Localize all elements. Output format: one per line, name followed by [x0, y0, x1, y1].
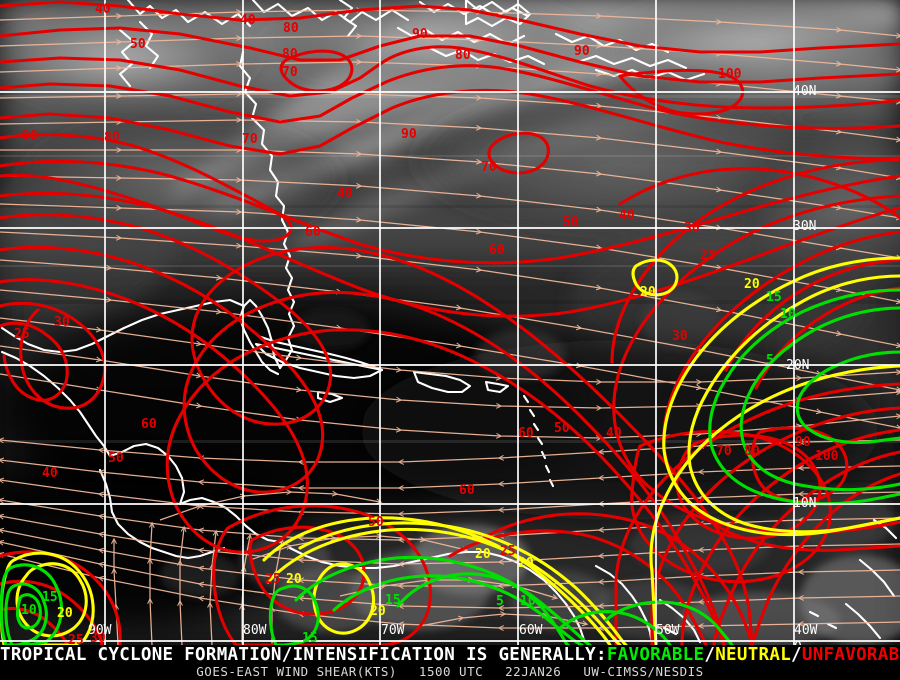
contour-label-c-80-e: 80	[744, 444, 760, 459]
contour-label-c-90-d: 90	[401, 127, 417, 142]
contour-label-c-20-y4: 20	[286, 572, 302, 587]
contour-label-c-50-b: 50	[563, 215, 579, 230]
contour-label-c-10-g1: 10	[780, 307, 796, 322]
graticule-label-lon-50w: 50W	[656, 623, 680, 638]
legend-unfavorable: UNFAVORABLE	[801, 645, 900, 665]
longitude-lines	[104, 0, 795, 645]
streamline-layer	[0, 0, 900, 646]
product-agency-label: UW-CIMSS/NESDIS	[583, 664, 704, 679]
contour-label-c-20-y1: 20	[640, 285, 656, 300]
graticule-label-lat-30n: 30N	[793, 219, 817, 234]
contour-label-c-20-y2: 20	[744, 277, 760, 292]
contour-label-c-25-d: 25	[500, 544, 516, 559]
contour-label-c-90-c: 90	[22, 129, 38, 144]
graticule-label-lat-40n: 40N	[793, 84, 817, 99]
product-metadata-line: GOES-EAST WIND SHEAR(KTS) 1500 UTC 22JAN26…	[0, 665, 900, 678]
graticule-label-lon-70w: 70W	[381, 623, 405, 638]
contour-label-c-30-a: 30	[684, 221, 700, 236]
contour-label-c-10-g3: 10	[21, 603, 37, 618]
contour-label-c-15-g1: 15	[766, 290, 782, 305]
contour-label-c-15-g2: 15	[385, 593, 401, 608]
contour-label-c-80-a: 80	[283, 21, 299, 36]
graticule-label-lat-10n: 10N	[793, 496, 817, 511]
contour-label-c-70-a: 70	[282, 65, 298, 80]
contour-label-c-40-e: 40	[42, 466, 58, 481]
contour-label-c-70-d: 70	[716, 444, 732, 459]
legend-neutral: NEUTRAL	[715, 645, 792, 665]
contour-label-c-60-b: 60	[489, 243, 505, 258]
graticule-label-c-20n-r: 20N	[786, 358, 810, 373]
yellow-contours	[0, 256, 900, 647]
contour-label-c-20-y3: 20	[475, 547, 491, 562]
latitude-lines	[0, 91, 900, 642]
contour-label-c-60-a: 60	[305, 225, 321, 240]
legend-separator-2: /	[791, 645, 802, 665]
contour-label-c-40-f: 40	[606, 426, 622, 441]
contour-label-c-20-y6: 20	[370, 604, 386, 619]
contour-label-c-20-y5: 20	[518, 556, 534, 571]
contour-label-c-15-g4: 15	[42, 590, 58, 605]
contour-label-c-70-b: 70	[242, 132, 258, 147]
contour-label-c-60-d: 60	[518, 426, 534, 441]
red-contours	[0, 0, 900, 647]
contour-label-c-40-d: 40	[619, 208, 635, 223]
contour-label-c-20-y7: 20	[57, 606, 73, 621]
contour-label-c-80-c: 80	[455, 48, 471, 63]
contour-label-c-40-a: 40	[95, 2, 111, 17]
contour-label-c-60-e: 60	[459, 483, 475, 498]
shear-contour-layer	[0, 0, 900, 647]
legend-favorable: FAVORABLE	[606, 645, 705, 665]
contour-label-layer: 40 40 50 80 80 90 90 80 70 100 90 80 70 90 70 40 60 50 40 6…	[14, 2, 839, 654]
contour-label-c-25-a: 25	[700, 248, 716, 263]
product-time-label: 1500 UTC	[418, 664, 484, 679]
graticule-label-lon-40w: 40W	[794, 623, 818, 638]
contour-label-c-30-b: 30	[54, 315, 70, 330]
contour-label-c-100-a: 100	[718, 67, 742, 82]
favorability-legend-line: TROPICAL CYCLONE FORMATION/INTENSIFICATI…	[0, 646, 900, 664]
contour-label-c-5-g2: 5	[496, 594, 504, 609]
contour-label-c-25-b: 25	[14, 327, 30, 342]
contour-label-c-90-b: 90	[574, 44, 590, 59]
contour-label-c-80-d: 80	[104, 130, 120, 145]
graticule-label-lon-80w: 80W	[243, 623, 267, 638]
contour-label-c-70-c: 70	[481, 160, 497, 175]
graticule-layer	[0, 0, 900, 645]
contour-label-c-50-d: 50	[554, 421, 570, 436]
graticule-label-lon-90w: 90W	[88, 623, 112, 638]
product-source-label: GOES-EAST WIND SHEAR(KTS)	[196, 664, 397, 679]
legend-separator-1: /	[704, 645, 716, 665]
graticule-label-lon-60w: 60W	[519, 623, 543, 638]
footer-caption: TROPICAL CYCLONE FORMATION/INTENSIFICATI…	[0, 645, 900, 680]
product-date-label: 22JAN26	[505, 664, 562, 679]
contour-label-c-50-e: 50	[368, 515, 384, 530]
favorability-prompt: TROPICAL CYCLONE FORMATION/INTENSIFICATI…	[0, 645, 607, 665]
contour-label-c-40-c: 40	[337, 186, 353, 201]
contour-label-c-15-g3: 15	[302, 631, 318, 646]
contour-label-c-50-c: 50	[108, 451, 124, 466]
contour-label-c-100-b: 100	[815, 449, 839, 464]
contour-label-c-30-c: 30	[672, 329, 688, 344]
contour-label-c-80-b: 80	[282, 47, 298, 62]
contour-label-c-60-c: 60	[141, 417, 157, 432]
contour-label-c-90-a: 90	[412, 27, 428, 42]
contour-label-c-30-d: 30	[90, 631, 106, 646]
contour-label-c-5-g1: 5	[766, 353, 774, 368]
contour-label-c-90-e: 90	[795, 435, 811, 450]
contour-label-c-50-a: 50	[130, 37, 146, 52]
contour-label-c-25-c: 25	[265, 572, 281, 587]
contour-label-c-10-g2: 10	[520, 594, 536, 609]
contour-label-c-40-b: 40	[240, 13, 256, 28]
